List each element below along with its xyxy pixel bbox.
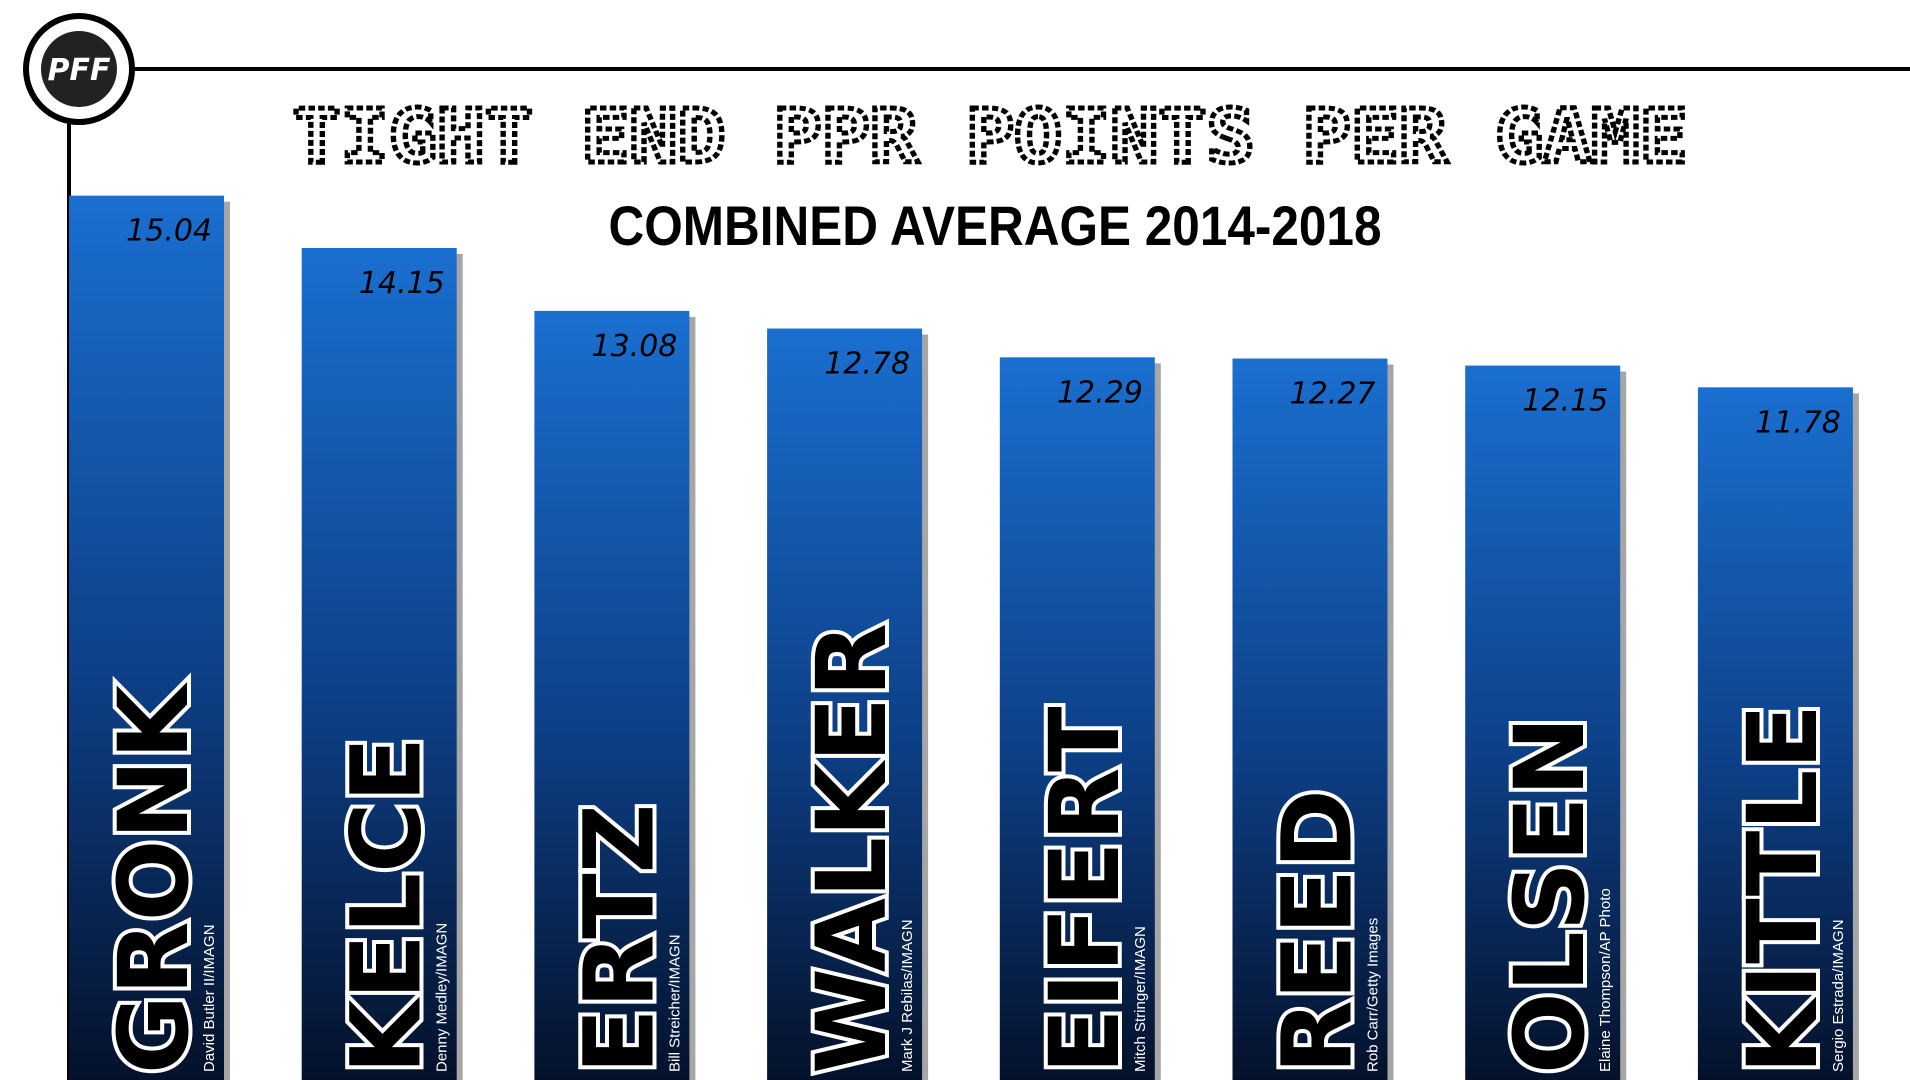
- bar: [1232, 358, 1388, 1080]
- bar-name: ERTZ: [563, 804, 675, 1074]
- bar: [69, 195, 224, 1080]
- value-label: 12.27: [1290, 377, 1376, 412]
- value-label: 12.29: [1057, 375, 1143, 410]
- bar: [534, 310, 690, 1080]
- logo: PFF: [48, 53, 111, 88]
- bar: [767, 328, 923, 1080]
- bar: [999, 357, 1155, 1080]
- bar-name: KELCE: [331, 737, 443, 1074]
- chart-subtitle: COMBINED AVERAGE 2014-2018: [609, 194, 1382, 257]
- bar: [301, 247, 457, 1080]
- photo-credit: Denny Medley/IMAGN: [434, 923, 451, 1072]
- value-label: 13.08: [592, 329, 678, 364]
- value-label: 12.15: [1522, 384, 1608, 419]
- photo-credit: Bill Streicher/IMAGN: [666, 934, 683, 1072]
- logo-disc: [41, 31, 117, 107]
- photo-credit: Mark J Rebilas/IMAGN: [899, 919, 916, 1072]
- bar-name: EIFERT: [1029, 706, 1141, 1074]
- chart-title: TIGHT END PPR POINTS PER GAME: [293, 94, 1688, 180]
- photo-credit: Sergio Estrada/IMAGN: [1830, 919, 1847, 1072]
- value-label: 12.78: [824, 347, 910, 382]
- photo-credit: David Butler II/IMAGN: [201, 924, 218, 1072]
- value-label: 15.04: [126, 214, 212, 249]
- bar-name: KITTLE: [1727, 704, 1839, 1074]
- photo-credit: Mitch Stringer/IMAGN: [1132, 926, 1149, 1072]
- bar-name: OLSEN: [1494, 716, 1606, 1074]
- bar: [1697, 387, 1853, 1080]
- photo-credit: Elaine Thompson/AP Photo: [1597, 888, 1614, 1072]
- bar-name: REED: [1262, 789, 1374, 1074]
- photo-credit: Rob Carr/Getty Images: [1365, 918, 1382, 1072]
- bar: [1465, 365, 1621, 1080]
- value-label: 14.15: [359, 266, 445, 301]
- value-label: 11.78: [1755, 405, 1841, 440]
- bar-name: GRONK: [98, 681, 210, 1074]
- bar-name: WALKER: [796, 623, 908, 1074]
